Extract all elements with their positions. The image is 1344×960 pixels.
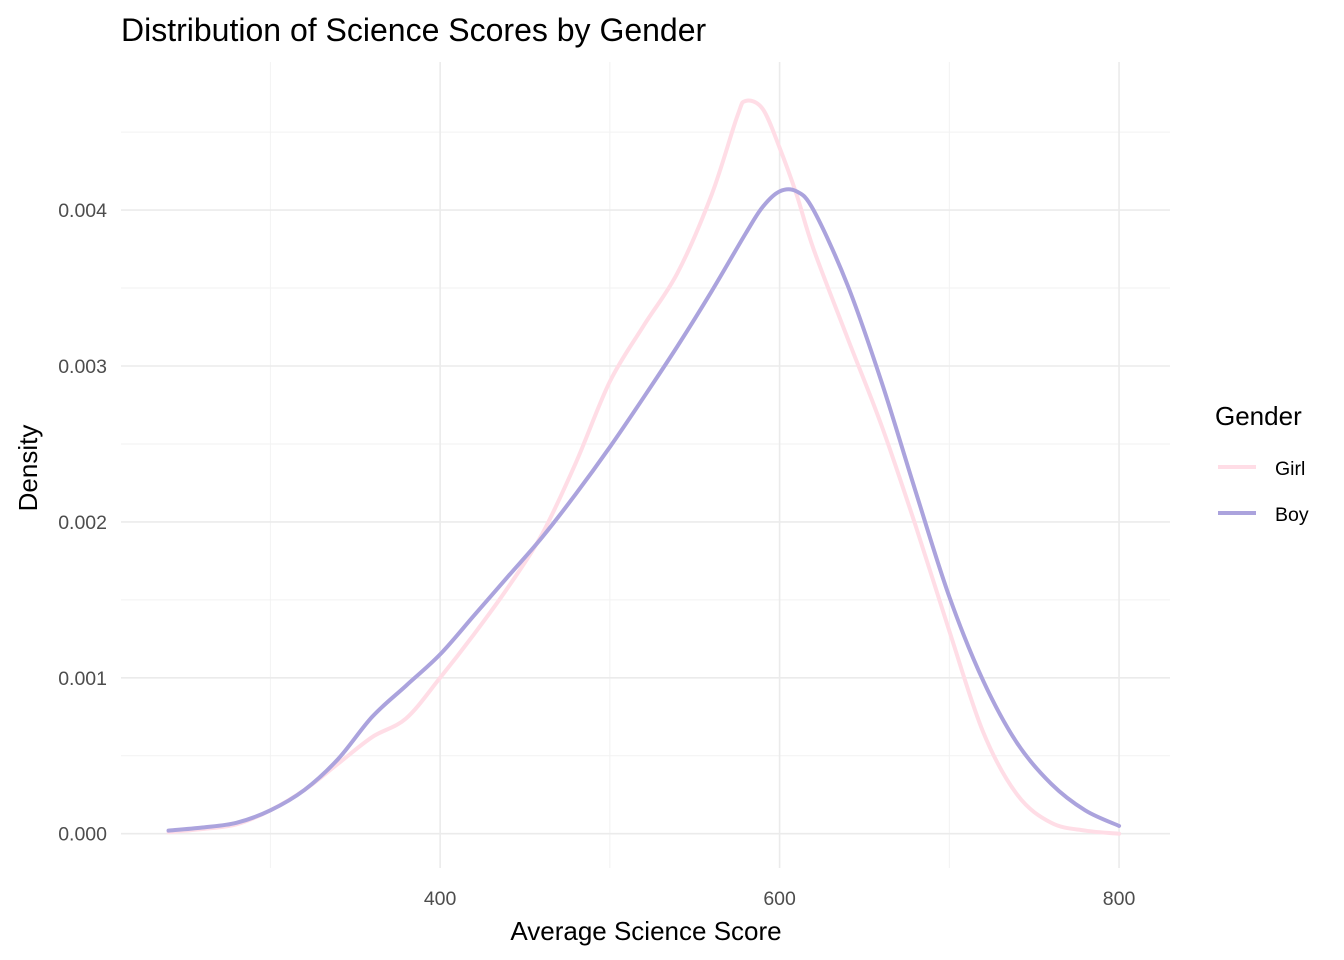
- y-tick-label: 0.001: [58, 668, 107, 690]
- legend: Gender Girl Boy: [1215, 401, 1309, 526]
- series-line-girl: [166, 98, 1122, 836]
- series-lines: [166, 98, 1122, 836]
- series-line-boy: [166, 187, 1122, 833]
- legend-title: Gender: [1215, 401, 1302, 431]
- legend-label-girl: Girl: [1275, 458, 1305, 480]
- major-gridlines: [121, 62, 1170, 868]
- y-tick-label: 0.004: [58, 200, 107, 222]
- x-tick-label: 800: [1103, 888, 1136, 910]
- y-axis-ticks: 0.000 0.001 0.002 0.003 0.004: [58, 200, 107, 846]
- x-tick-label: 600: [763, 888, 796, 910]
- legend-label-boy: Boy: [1275, 504, 1309, 526]
- y-tick-label: 0.000: [58, 824, 107, 846]
- y-axis-title: Density: [13, 425, 43, 512]
- x-axis-ticks: 400 600 800: [424, 888, 1136, 910]
- y-tick-label: 0.002: [58, 512, 107, 534]
- y-tick-label: 0.003: [58, 356, 107, 378]
- x-tick-label: 400: [424, 888, 457, 910]
- minor-gridlines: [121, 62, 1170, 868]
- x-axis-title: Average Science Score: [510, 916, 781, 946]
- chart-title: Distribution of Science Scores by Gender: [121, 12, 707, 48]
